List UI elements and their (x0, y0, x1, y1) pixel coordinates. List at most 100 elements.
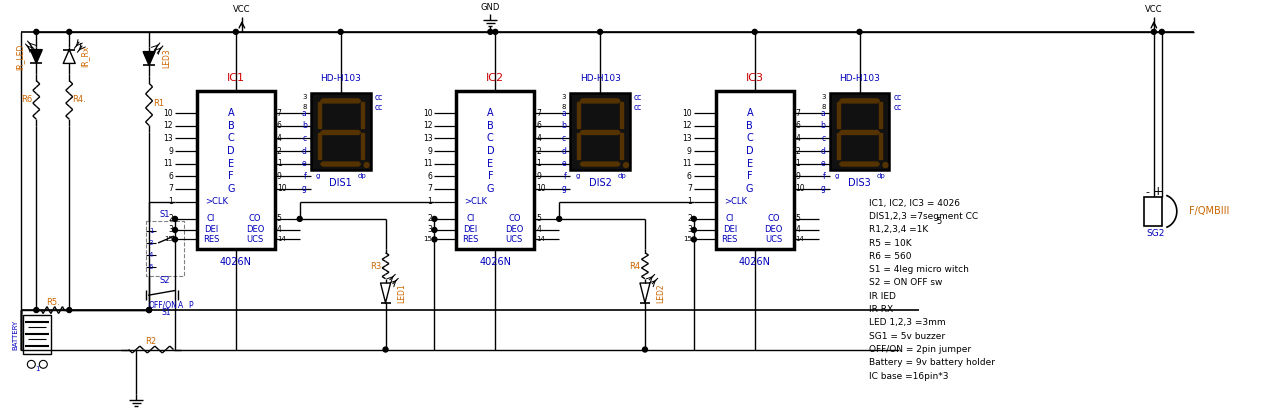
Polygon shape (879, 133, 883, 159)
Text: b: b (562, 121, 567, 130)
Text: 5: 5 (536, 214, 541, 223)
Polygon shape (836, 102, 840, 127)
Circle shape (692, 227, 696, 232)
Text: UCS: UCS (506, 235, 522, 244)
Text: 4026N: 4026N (739, 257, 770, 267)
Text: IR RX: IR RX (869, 305, 893, 314)
Text: cc: cc (634, 103, 643, 112)
Text: IR_Rx: IR_Rx (81, 46, 90, 67)
Text: P: P (188, 301, 194, 310)
Text: C: C (746, 133, 753, 143)
Circle shape (338, 29, 343, 34)
Text: 2: 2 (277, 147, 282, 155)
Text: S1 = 4leg micro witch: S1 = 4leg micro witch (869, 265, 969, 274)
Text: d: d (302, 147, 306, 155)
Text: HD-H103: HD-H103 (320, 74, 361, 83)
Text: 9: 9 (277, 172, 282, 181)
Text: 12: 12 (163, 121, 173, 130)
Text: CI: CI (467, 214, 474, 223)
Text: R1,2,3,4 =1K: R1,2,3,4 =1K (869, 225, 929, 234)
Text: 13: 13 (682, 134, 692, 143)
Text: 8: 8 (821, 104, 826, 110)
Text: 14: 14 (796, 237, 805, 242)
Circle shape (28, 360, 35, 368)
Bar (716, 91, 793, 249)
Text: cc: cc (893, 94, 902, 102)
Text: b: b (302, 121, 306, 130)
Text: CO: CO (509, 214, 520, 223)
Text: 4: 4 (149, 252, 153, 258)
Circle shape (856, 29, 861, 34)
Text: 12: 12 (423, 121, 433, 130)
Text: dp: dp (358, 173, 367, 179)
Text: 6: 6 (687, 172, 692, 181)
Text: A: A (228, 108, 234, 118)
Bar (571, 93, 630, 170)
Text: E: E (487, 159, 493, 168)
Circle shape (597, 29, 602, 34)
Circle shape (643, 347, 648, 352)
Text: 5: 5 (796, 214, 801, 223)
Text: 1: 1 (536, 159, 541, 168)
Text: 8: 8 (302, 104, 306, 110)
Text: R5.: R5. (47, 298, 61, 307)
Text: a: a (821, 109, 826, 117)
Text: 7: 7 (428, 184, 433, 194)
Circle shape (172, 217, 177, 222)
Text: 6: 6 (796, 121, 801, 130)
Circle shape (383, 347, 388, 352)
Polygon shape (840, 130, 879, 135)
Text: 13: 13 (163, 134, 173, 143)
Text: R4.: R4. (72, 95, 86, 104)
Circle shape (34, 308, 39, 313)
Text: cc: cc (374, 103, 383, 112)
Circle shape (172, 227, 177, 232)
Text: 4026N: 4026N (479, 257, 511, 267)
Text: A: A (746, 108, 753, 118)
Circle shape (431, 227, 436, 232)
Circle shape (753, 29, 758, 34)
Text: c: c (821, 134, 826, 143)
Text: 2: 2 (428, 214, 433, 223)
Text: g: g (835, 173, 839, 179)
Polygon shape (577, 133, 581, 159)
Text: 2: 2 (687, 214, 692, 223)
Text: f: f (822, 172, 826, 181)
Text: DEO: DEO (764, 225, 783, 234)
Circle shape (1159, 29, 1164, 34)
Text: F: F (228, 171, 234, 181)
Text: IC1, IC2, IC3 = 4026: IC1, IC2, IC3 = 4026 (869, 199, 960, 208)
Text: dp: dp (877, 173, 886, 179)
Text: 7: 7 (168, 184, 173, 194)
Circle shape (883, 163, 888, 168)
Text: LED2: LED2 (657, 283, 665, 303)
Bar (23, 315, 52, 354)
Text: 3: 3 (302, 94, 306, 100)
Circle shape (34, 29, 39, 34)
Text: 4: 4 (277, 225, 282, 234)
Text: LED3: LED3 (162, 48, 172, 69)
Text: 7: 7 (796, 109, 801, 117)
Bar (145, 221, 183, 275)
Text: DIS2: DIS2 (588, 178, 611, 188)
Text: G: G (746, 184, 754, 194)
Text: 8: 8 (562, 104, 567, 110)
Text: UCS: UCS (247, 235, 263, 244)
Text: 7: 7 (277, 109, 282, 117)
Text: DEO: DEO (505, 225, 524, 234)
Text: CI: CI (726, 214, 734, 223)
Circle shape (624, 163, 629, 168)
Text: DEI: DEI (204, 225, 218, 234)
Text: S2: S2 (159, 276, 171, 285)
Text: 6: 6 (277, 121, 282, 130)
Text: 9: 9 (168, 147, 173, 155)
Circle shape (1151, 29, 1156, 34)
Circle shape (39, 360, 47, 368)
Text: IR IED: IR IED (869, 292, 897, 301)
Text: d: d (562, 147, 567, 155)
Text: 14: 14 (277, 237, 286, 242)
Text: 6: 6 (428, 172, 433, 181)
Text: 11: 11 (163, 159, 173, 168)
Text: R3: R3 (369, 262, 381, 271)
Polygon shape (840, 99, 879, 103)
